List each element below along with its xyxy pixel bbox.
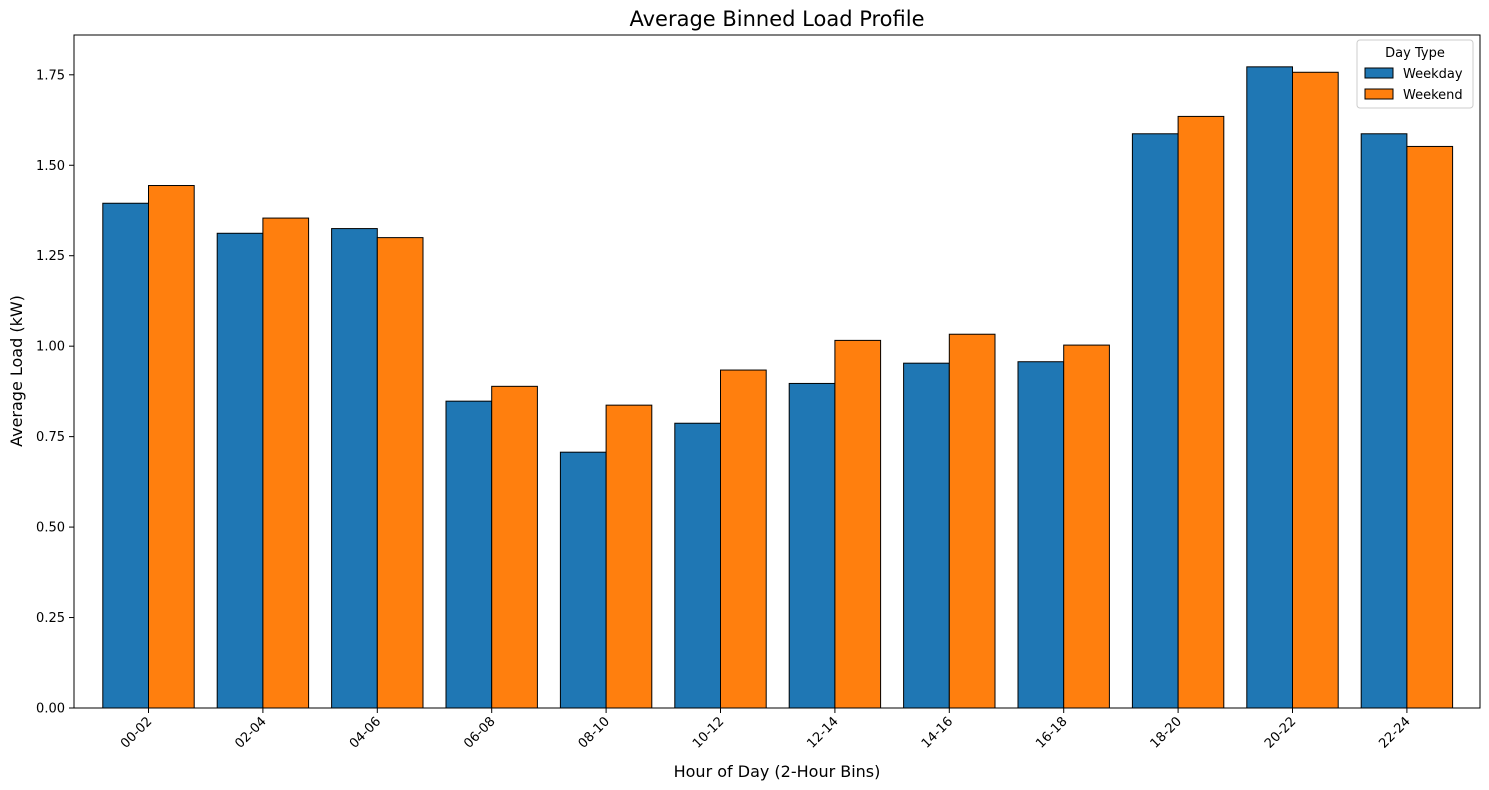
bar-weekend-18-20 bbox=[1177, 115, 1225, 709]
legend-swatch-weekend bbox=[1364, 88, 1394, 100]
bar-weekend-06-08 bbox=[491, 385, 538, 709]
y-tick-label: 1.50 bbox=[36, 159, 65, 174]
x-tick-label: 20-22 bbox=[1262, 714, 1299, 751]
plot-frame bbox=[73, 34, 1481, 709]
bar-weekend-08-10 bbox=[605, 404, 653, 709]
bar-weekend-12-14 bbox=[834, 339, 882, 709]
legend-title: Day Type bbox=[1385, 46, 1445, 61]
x-tick-label: 16-18 bbox=[1033, 714, 1070, 751]
x-axis: 00-02 02-04 04-06 06-08 08-10 10-12 12-14 14-16… bbox=[118, 708, 1414, 752]
x-tick-label: 08-10 bbox=[576, 714, 613, 751]
bar-weekday-14-16 bbox=[903, 362, 950, 709]
x-tick-label: 12-14 bbox=[804, 714, 841, 751]
bar-weekday-16-18 bbox=[1017, 361, 1065, 709]
y-axis-title: Average Load (kW) bbox=[7, 295, 26, 447]
y-tick-label: 0.00 bbox=[36, 702, 65, 717]
x-tick-label: 06-08 bbox=[461, 714, 498, 751]
legend-label-weekend: Weekend bbox=[1403, 88, 1463, 103]
y-tick-label: 1.00 bbox=[36, 340, 65, 355]
bar-weekday-04-06 bbox=[331, 228, 378, 709]
x-tick-label: 10-12 bbox=[690, 714, 727, 751]
y-tick-label: 0.75 bbox=[36, 430, 65, 445]
x-tick-label: 22-24 bbox=[1376, 714, 1413, 751]
chart-title: Average Binned Load Profile bbox=[629, 7, 924, 31]
bar-weekday-00-02 bbox=[102, 202, 150, 709]
bar-weekday-02-04 bbox=[216, 232, 264, 709]
bar-weekend-14-16 bbox=[948, 333, 996, 709]
y-tick-label: 0.50 bbox=[36, 521, 65, 536]
bar-weekday-12-14 bbox=[788, 382, 836, 709]
bars-layer bbox=[102, 66, 1454, 709]
bar-weekday-10-12 bbox=[674, 422, 721, 709]
bar-weekend-20-22 bbox=[1292, 71, 1339, 709]
x-tick-label: 00-02 bbox=[118, 714, 155, 751]
bar-weekday-08-10 bbox=[559, 451, 607, 709]
legend: Day Type Weekday Weekend bbox=[1356, 39, 1474, 109]
y-tick-label: 1.25 bbox=[36, 249, 65, 264]
x-tick-label: 14-16 bbox=[919, 714, 956, 751]
x-tick-label: 18-20 bbox=[1148, 714, 1185, 751]
bar-weekend-04-06 bbox=[376, 237, 424, 709]
x-axis-title: Hour of Day (2-Hour Bins) bbox=[674, 762, 881, 781]
bar-weekday-06-08 bbox=[445, 400, 493, 709]
x-tick-label: 02-04 bbox=[232, 714, 269, 751]
x-tick-label: 04-06 bbox=[347, 714, 384, 751]
bar-weekend-22-24 bbox=[1406, 145, 1454, 709]
bar-weekend-02-04 bbox=[262, 217, 310, 709]
bar-weekday-20-22 bbox=[1246, 66, 1294, 709]
bar-weekend-00-02 bbox=[148, 185, 195, 709]
bar-weekend-16-18 bbox=[1063, 344, 1110, 709]
y-axis: 0.00 0.25 0.50 0.75 1.00 1.25 1.50 1.75 bbox=[36, 68, 74, 717]
y-tick-label: 0.25 bbox=[36, 611, 65, 626]
bar-weekend-10-12 bbox=[720, 369, 767, 709]
bar-weekday-22-24 bbox=[1360, 133, 1408, 709]
y-tick-label: 1.75 bbox=[36, 68, 65, 83]
legend-swatch-weekday bbox=[1364, 67, 1394, 79]
legend-label-weekday: Weekday bbox=[1403, 67, 1463, 82]
bar-weekday-18-20 bbox=[1131, 133, 1179, 709]
